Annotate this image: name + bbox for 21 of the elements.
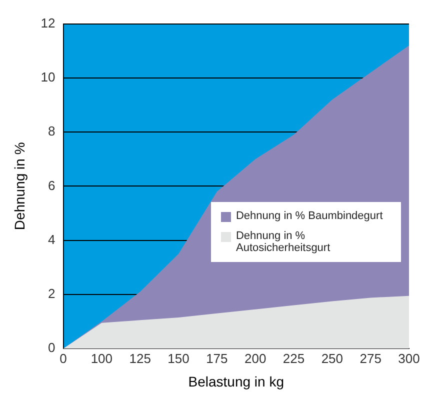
legend-label: Dehnung in % Baumbindegurt	[236, 210, 383, 222]
x-tick-label: 300	[398, 350, 420, 366]
x-axis-title: Belastung in kg	[188, 373, 284, 390]
y-axis-title: Dehnung in %	[11, 142, 28, 230]
x-tick-label: 0	[60, 350, 67, 366]
y-tick-label: 6	[48, 178, 56, 193]
y-tick-label: 12	[40, 15, 56, 30]
x-tick-label: 150	[168, 350, 190, 366]
x-tick-label: 225	[282, 350, 305, 366]
x-tick-label: 275	[360, 350, 382, 366]
y-tick-label: 10	[40, 70, 56, 85]
x-tick-label: 100	[90, 350, 113, 366]
y-tick-label: 0	[48, 340, 56, 356]
y-tick-label: 4	[48, 232, 56, 247]
x-tick-label: 125	[129, 350, 151, 366]
legend-label: Dehnung in % Autosicherheitsgurt	[236, 230, 332, 254]
x-tick-label: 200	[244, 350, 266, 366]
x-tick-label: 250	[321, 350, 344, 366]
x-tick-label: 175	[206, 350, 228, 366]
y-tick-label: 8	[48, 124, 56, 139]
y-tick-label: 2	[48, 286, 56, 302]
